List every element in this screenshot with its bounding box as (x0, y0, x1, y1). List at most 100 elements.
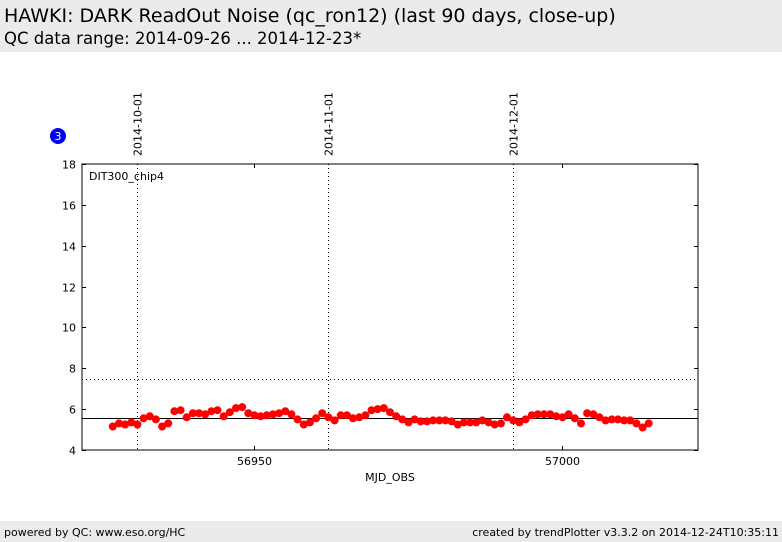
data-point (330, 416, 339, 425)
data-point (121, 420, 130, 429)
page-subtitle: QC data range: 2014-09-26 ... 2014-12-23… (4, 29, 362, 48)
data-point (349, 414, 357, 423)
data-point (490, 420, 499, 429)
data-point (127, 418, 136, 427)
data-point (195, 409, 203, 418)
data-point (238, 403, 247, 412)
data-point (386, 408, 394, 417)
data-point (472, 418, 481, 427)
data-point (540, 410, 548, 419)
data-point (558, 413, 567, 422)
panel-label: DIT300_chip4 (89, 170, 164, 183)
data-point (503, 413, 511, 422)
data-point (305, 418, 314, 427)
data-point (373, 405, 382, 414)
data-point (447, 417, 456, 426)
data-point (262, 411, 271, 420)
data-point (515, 418, 524, 427)
data-point (601, 416, 610, 425)
data-point (361, 411, 370, 420)
data-point (342, 411, 351, 420)
data-point (201, 410, 210, 419)
y-tick-label: 10 (62, 322, 76, 335)
data-point (404, 418, 413, 427)
data-point (250, 411, 259, 420)
data-point (459, 418, 468, 427)
data-point (244, 409, 253, 418)
data-point (139, 414, 148, 423)
data-point (577, 419, 585, 428)
data-point (435, 416, 444, 425)
data-point (589, 410, 598, 419)
data-point (176, 406, 185, 415)
data-point (466, 418, 475, 427)
data-point (293, 415, 302, 424)
x-tick-label: 57000 (545, 455, 580, 468)
data-point (145, 412, 154, 421)
data-point (410, 415, 419, 424)
data-point (324, 413, 333, 422)
data-point (644, 419, 653, 428)
data-point (632, 419, 641, 428)
date-marker-label: 2014-10-01 (132, 92, 145, 156)
data-point (188, 409, 197, 418)
data-point (318, 409, 327, 418)
data-point (232, 404, 240, 413)
data-point (398, 415, 407, 424)
date-marker-label: 2014-11-01 (323, 92, 336, 156)
data-point (496, 419, 505, 428)
data-point (441, 416, 450, 425)
data-point (287, 410, 296, 419)
data-point (620, 416, 629, 425)
data-point (613, 415, 622, 424)
data-point (170, 407, 179, 416)
y-tick-label: 14 (62, 241, 76, 254)
data-point (225, 408, 234, 417)
data-point (453, 420, 462, 429)
data-point (527, 411, 536, 420)
data-point (207, 407, 216, 416)
header-bar: HAWKI: DARK ReadOut Noise (qc_ron12) (la… (0, 0, 782, 52)
y-tick-label: 18 (62, 159, 76, 172)
data-point (164, 419, 173, 428)
badge-label: 3 (55, 130, 62, 143)
data-point (213, 406, 222, 415)
data-point (533, 410, 542, 419)
plot-area (81, 163, 699, 451)
footer-powered-by: powered by QC: www.eso.org/HC (4, 526, 186, 539)
data-point (423, 417, 431, 426)
data-point (392, 412, 401, 421)
data-point (509, 416, 518, 425)
data-point (367, 406, 376, 415)
data-point (355, 413, 364, 422)
data-point (429, 416, 438, 425)
data-point (182, 413, 191, 422)
data-point (151, 415, 160, 424)
y-tick-label: 6 (69, 404, 76, 417)
data-point (158, 422, 167, 431)
data-point (115, 419, 123, 428)
badge-circle (50, 128, 66, 144)
data-point (256, 412, 265, 421)
data-point (626, 416, 635, 425)
data-point (484, 418, 493, 427)
data-point (219, 412, 228, 421)
data-point (281, 407, 290, 416)
y-tick-label: 4 (69, 445, 76, 458)
data-point (570, 414, 579, 423)
data-point (416, 417, 425, 426)
plot-number-badge[interactable]: 3 (50, 128, 66, 144)
data-point (638, 423, 647, 432)
data-point (583, 409, 592, 418)
x-tick-label: 56950 (237, 455, 272, 468)
page-title: HAWKI: DARK ReadOut Noise (qc_ron12) (la… (4, 5, 616, 27)
data-point (595, 413, 604, 422)
data-point (275, 409, 284, 418)
data-point (312, 414, 321, 423)
data-point (379, 404, 388, 413)
data-point (108, 422, 117, 431)
data-point (552, 412, 561, 421)
y-tick-label: 8 (69, 363, 76, 376)
y-tick-label: 12 (62, 282, 76, 295)
data-point (546, 410, 555, 419)
